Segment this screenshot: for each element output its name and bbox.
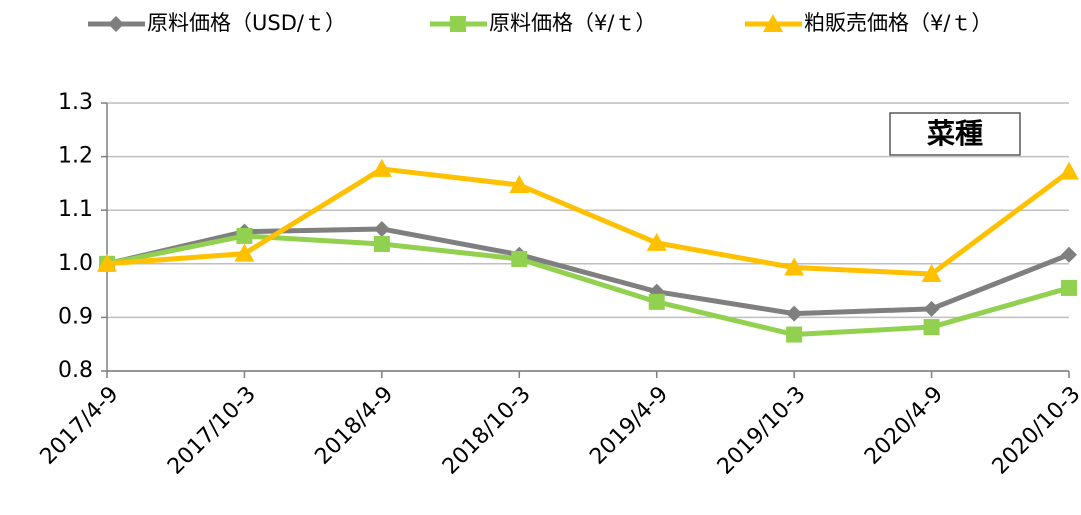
- marker: [450, 16, 466, 32]
- marker: [511, 250, 528, 267]
- series-line: [106, 166, 1071, 277]
- marker: [97, 253, 117, 272]
- annotation: 菜種: [927, 117, 983, 150]
- marker: [646, 232, 667, 251]
- marker: [784, 257, 805, 276]
- marker: [763, 14, 783, 32]
- marker: [1061, 246, 1077, 263]
- marker: [648, 293, 665, 310]
- marker: [786, 305, 803, 322]
- marker: [371, 158, 392, 177]
- annotation-box: [889, 112, 1021, 156]
- series-line: [106, 226, 1070, 317]
- marker: [509, 175, 530, 194]
- marker: [1059, 161, 1079, 180]
- marker: [786, 326, 803, 343]
- y-tick-label: 1.1: [58, 197, 93, 222]
- legend-label: 原料価格（USD/ｔ）: [147, 11, 346, 35]
- x-tick-label: 2020/10-3: [988, 382, 1081, 480]
- x-tick-label: 2019/4-9: [585, 382, 673, 470]
- legend-label: 原料価格（¥/ｔ）: [489, 11, 656, 35]
- marker: [234, 243, 255, 262]
- y-tick-label: 1.3: [58, 90, 93, 115]
- marker: [108, 16, 124, 32]
- marker: [921, 263, 942, 282]
- marker: [236, 227, 253, 244]
- x-tick-label: 2019/10-3: [713, 382, 811, 480]
- y-tick-label: 0.9: [58, 304, 93, 329]
- legend-label: 粕販売価格（¥/ｔ）: [804, 11, 992, 35]
- y-tick-label: 1.2: [58, 144, 93, 169]
- marker: [923, 319, 940, 336]
- y-tick-label: 1.0: [58, 251, 93, 276]
- marker: [373, 235, 390, 252]
- x-tick-label: 2018/4-9: [310, 382, 398, 470]
- x-tick-label: 2017/10-3: [163, 382, 261, 480]
- marker: [373, 220, 390, 237]
- marker: [923, 300, 940, 317]
- marker: [1061, 279, 1077, 296]
- x-tick-label: 2020/4-9: [860, 382, 948, 470]
- y-tick-label: 0.8: [58, 358, 93, 383]
- x-tick-label: 2017/4-9: [36, 382, 124, 470]
- x-tick-label: 2018/10-3: [438, 382, 536, 480]
